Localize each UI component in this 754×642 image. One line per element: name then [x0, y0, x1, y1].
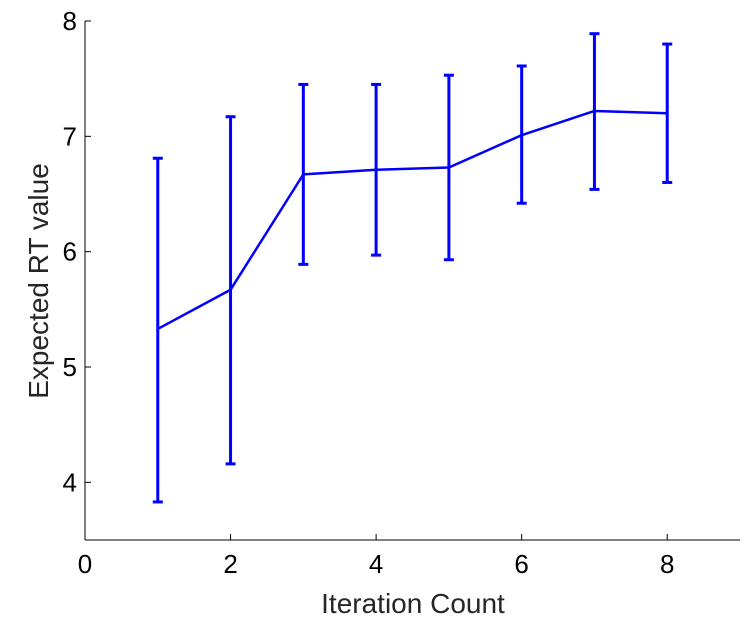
y-axis-label: Expected RT value — [23, 163, 54, 399]
data-point — [229, 288, 232, 291]
axes — [84, 21, 740, 541]
data-point — [302, 173, 305, 176]
data-point — [666, 112, 669, 115]
y-tick-label: 4 — [63, 467, 77, 497]
x-axis-label: Iteration Count — [321, 588, 505, 619]
y-tick-label: 6 — [63, 237, 77, 267]
data-point — [593, 109, 596, 113]
x-tick-label: 4 — [369, 549, 383, 579]
x-tick-label: 8 — [660, 549, 674, 579]
data-point — [447, 166, 451, 169]
series-layer — [152, 32, 673, 504]
data-point — [520, 133, 523, 137]
x-tick-label: 0 — [78, 549, 92, 579]
y-tick-label: 7 — [63, 121, 77, 151]
y-tick-label: 5 — [63, 352, 77, 382]
x-tick-label: 6 — [514, 549, 528, 579]
series-line — [157, 109, 668, 331]
ticks-layer: 0 2 4 6 8 4 5 6 7 8 — [63, 6, 675, 579]
data-point — [156, 327, 159, 331]
x-tick-label: 2 — [223, 549, 237, 579]
data-point — [374, 168, 378, 171]
y-tick-label: 8 — [63, 6, 77, 36]
